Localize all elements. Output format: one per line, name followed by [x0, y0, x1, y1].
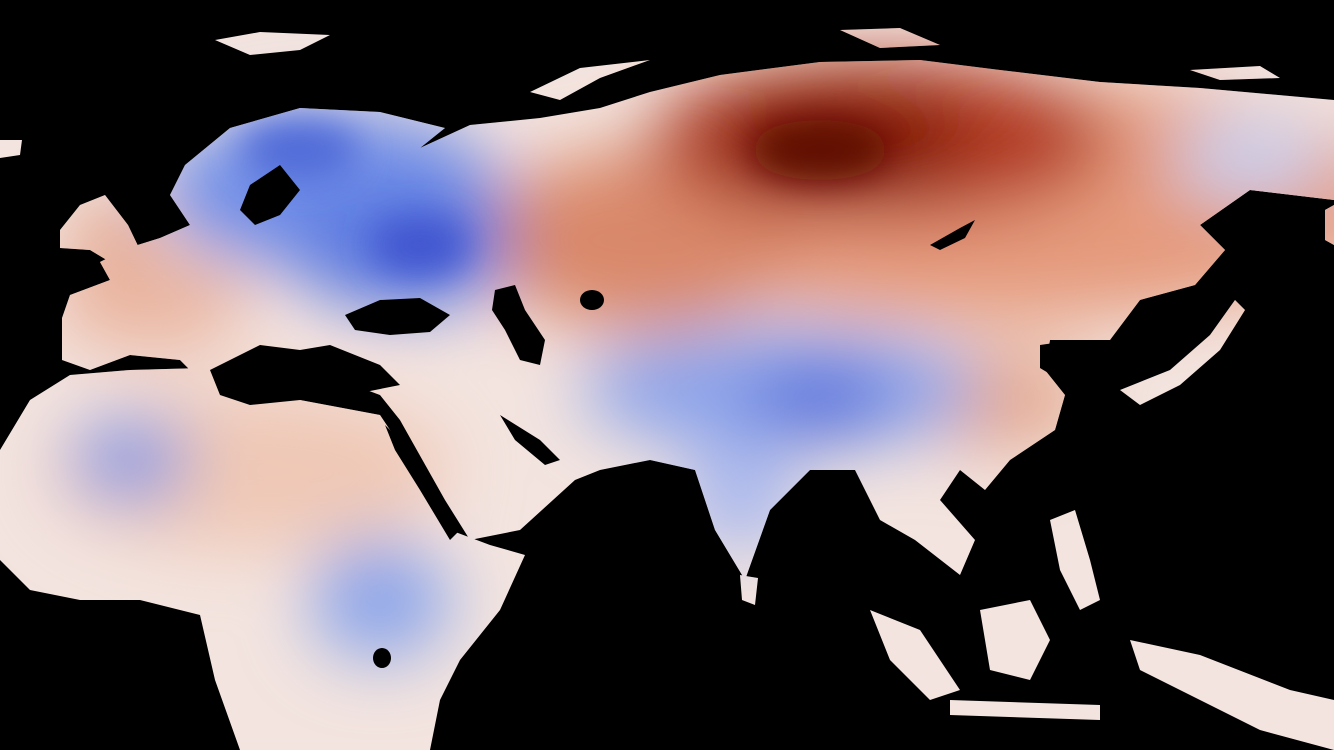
persian-gulf [500, 415, 560, 465]
anomaly-detail [240, 120, 890, 275]
cool-region [1170, 120, 1330, 200]
lake-victoria [373, 648, 391, 668]
mediterranean-sea [210, 345, 400, 405]
lake-baikal [930, 220, 975, 250]
cool-region [750, 370, 890, 430]
cold-core [370, 215, 470, 275]
aral-sea [580, 290, 604, 310]
water-bodies [210, 165, 1090, 668]
black-sea [345, 298, 450, 335]
red-sea [385, 425, 460, 540]
hot-core [750, 120, 890, 180]
cold-core [240, 120, 360, 180]
baltic-sea [240, 165, 300, 225]
cool-region [310, 540, 450, 660]
cool-region [70, 420, 190, 500]
yellow-sea [1040, 340, 1090, 380]
caspian-sea [492, 285, 545, 365]
